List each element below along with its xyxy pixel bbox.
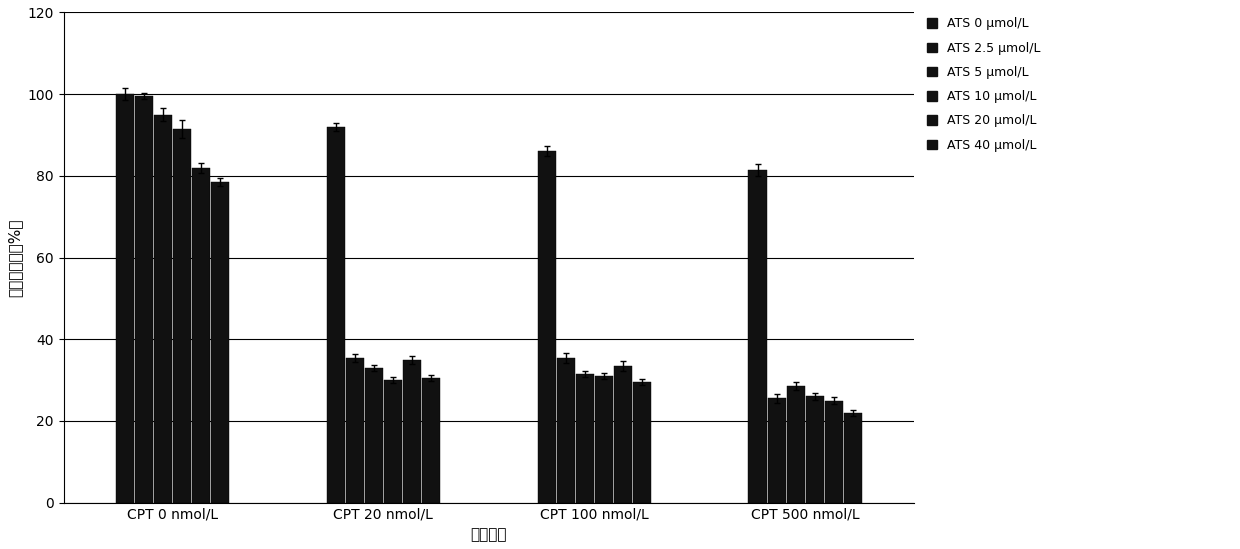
Bar — [614, 366, 631, 503]
Y-axis label: 细胞存活率（%）: 细胞存活率（%） — [7, 219, 22, 297]
Bar — [422, 378, 440, 503]
Bar — [172, 129, 191, 503]
Legend: ATS 0 μmol/L, ATS 2.5 μmol/L, ATS 5 μmol/L, ATS 10 μmol/L, ATS 20 μmol/L, ATS 40: ATS 0 μmol/L, ATS 2.5 μmol/L, ATS 5 μmol… — [923, 13, 1047, 156]
Bar — [154, 115, 172, 503]
Bar — [115, 94, 134, 503]
Bar — [365, 368, 383, 503]
Bar — [806, 396, 823, 503]
Bar — [575, 374, 594, 503]
Bar — [557, 357, 574, 503]
Bar — [768, 399, 786, 503]
Bar — [632, 382, 651, 503]
Bar — [595, 376, 613, 503]
Bar — [346, 357, 363, 503]
Bar — [786, 386, 805, 503]
Bar — [135, 96, 153, 503]
X-axis label: 药物浓度: 药物浓度 — [470, 527, 507, 542]
Bar — [825, 401, 843, 503]
Bar — [327, 127, 345, 503]
Bar — [192, 167, 210, 503]
Bar — [749, 170, 766, 503]
Bar — [384, 380, 402, 503]
Bar — [403, 360, 420, 503]
Bar — [538, 152, 556, 503]
Bar — [211, 182, 229, 503]
Bar — [843, 413, 862, 503]
